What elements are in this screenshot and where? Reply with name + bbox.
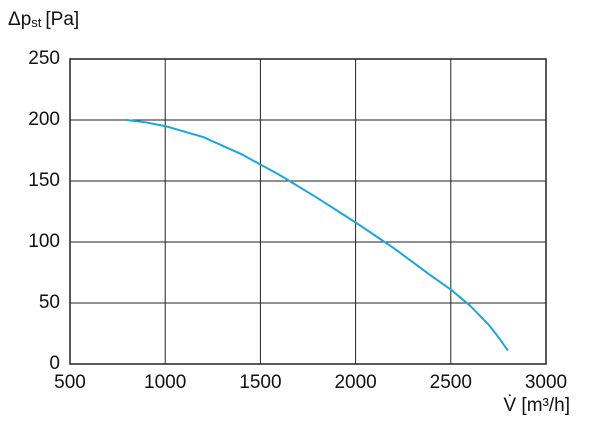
- data-line: [125, 119, 509, 352]
- x-axis-label: V̇ [m³/h]: [503, 395, 570, 416]
- x-tick-label: 1500: [239, 372, 281, 393]
- y-axis-label: Δpst [Pa]: [8, 9, 79, 30]
- y-tick-label: 250: [28, 48, 60, 69]
- x-tick-label: 1000: [144, 372, 186, 393]
- plot-frame: [69, 58, 547, 365]
- y-tick-label: 100: [28, 231, 60, 252]
- y-tick-label: 150: [28, 170, 60, 191]
- y-label-symbol: Δp: [8, 9, 31, 30]
- y-tick-label: 50: [39, 292, 60, 313]
- x-tick-label: 2500: [430, 372, 472, 393]
- y-label-subscript: st: [31, 15, 42, 30]
- y-tick-label: 200: [28, 109, 60, 130]
- x-tick-label: 2000: [334, 372, 376, 393]
- x-tick-label: 3000: [525, 372, 567, 393]
- y-tick-label: 0: [49, 353, 60, 374]
- x-tick-label: 500: [54, 372, 86, 393]
- y-label-unit: [Pa]: [45, 9, 79, 30]
